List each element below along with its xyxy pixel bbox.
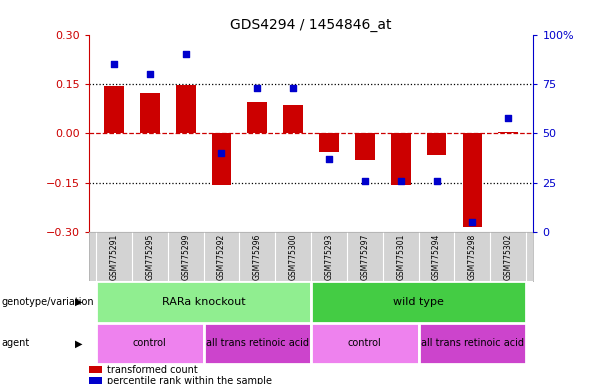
- Text: GSM775299: GSM775299: [181, 234, 190, 280]
- Text: GSM775301: GSM775301: [396, 234, 405, 280]
- Title: GDS4294 / 1454846_at: GDS4294 / 1454846_at: [230, 18, 392, 32]
- Text: GSM775291: GSM775291: [110, 234, 118, 280]
- Text: GSM775293: GSM775293: [324, 234, 333, 280]
- Text: GSM775294: GSM775294: [432, 234, 441, 280]
- Point: [253, 85, 262, 91]
- Text: percentile rank within the sample: percentile rank within the sample: [107, 376, 272, 384]
- Bar: [427, 134, 446, 155]
- Point: [432, 178, 441, 184]
- Bar: [204, 323, 311, 364]
- Point: [503, 114, 513, 121]
- Point: [324, 156, 334, 162]
- Bar: [498, 132, 518, 134]
- Text: ▶: ▶: [75, 338, 83, 348]
- Text: wild type: wild type: [393, 297, 444, 307]
- Point: [145, 71, 154, 77]
- Bar: [176, 84, 196, 134]
- Point: [288, 85, 298, 91]
- Text: GSM775302: GSM775302: [504, 234, 512, 280]
- Bar: [311, 281, 526, 323]
- Text: all trans retinoic acid: all trans retinoic acid: [421, 338, 524, 348]
- Point: [181, 51, 191, 58]
- Text: agent: agent: [1, 338, 29, 348]
- Text: RARa knockout: RARa knockout: [162, 297, 245, 307]
- Point: [468, 219, 478, 225]
- Text: transformed count: transformed count: [107, 365, 198, 375]
- Text: GSM775295: GSM775295: [145, 234, 154, 280]
- Bar: [211, 134, 231, 185]
- Point: [360, 178, 370, 184]
- Bar: [104, 86, 124, 134]
- Text: genotype/variation: genotype/variation: [1, 297, 94, 307]
- Text: ▶: ▶: [75, 297, 83, 307]
- Bar: [391, 134, 411, 185]
- Text: GSM775300: GSM775300: [289, 234, 298, 280]
- Bar: [89, 366, 102, 373]
- Bar: [89, 377, 102, 384]
- Bar: [96, 323, 204, 364]
- Bar: [419, 323, 526, 364]
- Bar: [248, 102, 267, 134]
- Point: [216, 150, 226, 156]
- Bar: [311, 323, 419, 364]
- Text: all trans retinoic acid: all trans retinoic acid: [206, 338, 309, 348]
- Point: [109, 61, 119, 67]
- Text: GSM775297: GSM775297: [360, 234, 370, 280]
- Text: GSM775296: GSM775296: [253, 234, 262, 280]
- Bar: [319, 134, 339, 152]
- Bar: [463, 134, 482, 227]
- Text: control: control: [348, 338, 382, 348]
- Text: GSM775298: GSM775298: [468, 234, 477, 280]
- Text: GSM775292: GSM775292: [217, 234, 226, 280]
- Bar: [96, 281, 311, 323]
- Bar: [140, 93, 159, 134]
- Bar: [283, 106, 303, 134]
- Text: control: control: [133, 338, 167, 348]
- Bar: [355, 134, 375, 160]
- Point: [396, 178, 406, 184]
